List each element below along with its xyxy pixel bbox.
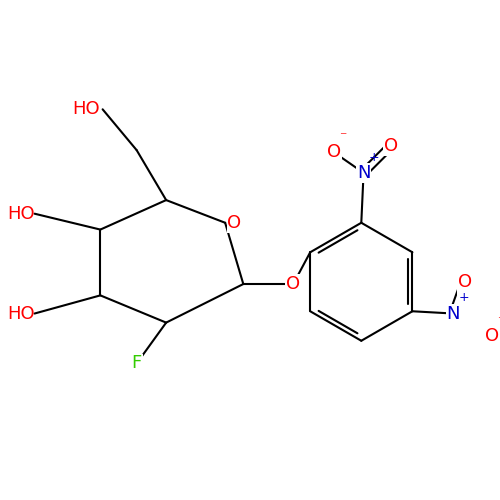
Text: N: N [357,164,370,182]
Text: O: O [485,327,499,345]
Text: O: O [327,144,341,162]
Text: HO: HO [72,100,101,118]
Text: O: O [458,273,471,291]
Text: +: + [369,151,380,164]
Text: +: + [458,292,469,304]
Text: O: O [286,275,300,293]
Text: HO: HO [7,204,34,222]
Text: O: O [228,214,241,232]
Text: O: O [384,136,398,154]
Text: HO: HO [7,304,34,322]
Text: ⁻: ⁻ [340,130,347,144]
Text: F: F [132,354,142,372]
Text: ⁻: ⁻ [498,314,500,328]
Text: N: N [446,304,460,322]
